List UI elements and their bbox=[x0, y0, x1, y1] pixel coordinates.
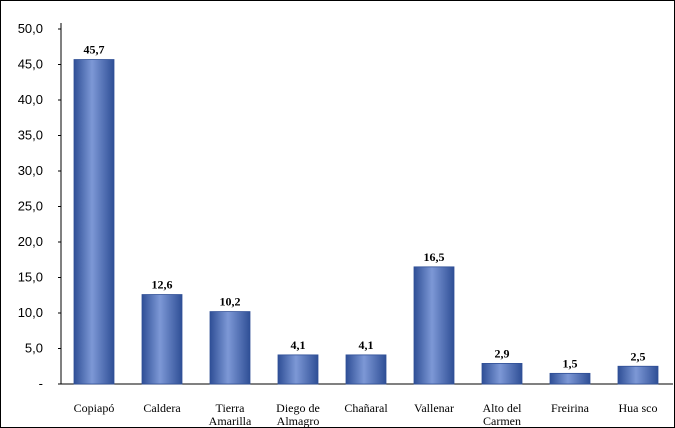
bar bbox=[73, 59, 115, 385]
y-tick-label: 40,0 bbox=[18, 92, 43, 107]
y-tick-label: 10,0 bbox=[18, 305, 43, 320]
y-tick-label: 15,0 bbox=[18, 270, 43, 285]
y-tick-label: 25,0 bbox=[18, 199, 43, 214]
y-tick-label: 20,0 bbox=[18, 234, 43, 249]
data-label: 1,5 bbox=[563, 356, 578, 370]
data-label: 10,2 bbox=[220, 295, 241, 309]
data-label: 16,5 bbox=[424, 250, 445, 264]
bar bbox=[481, 363, 523, 385]
bar bbox=[209, 311, 251, 385]
bar bbox=[277, 354, 319, 385]
y-tick-label: - bbox=[39, 376, 43, 391]
x-tick-label: Tierra Amarilla bbox=[209, 401, 252, 427]
y-tick-label: 50,0 bbox=[18, 21, 43, 36]
data-label: 12,6 bbox=[152, 278, 173, 292]
bar bbox=[413, 266, 455, 385]
data-label: 2,5 bbox=[631, 349, 646, 363]
y-tick-label: 5,0 bbox=[25, 341, 43, 356]
bar bbox=[141, 294, 183, 385]
data-label: 45,7 bbox=[84, 43, 105, 57]
y-tick-label: 35,0 bbox=[18, 128, 43, 143]
bar bbox=[617, 365, 659, 385]
x-tick-label: Vallenar bbox=[414, 401, 454, 415]
data-label: 4,1 bbox=[291, 338, 306, 352]
x-tick-label: Chañaral bbox=[344, 401, 388, 415]
x-tick-label: Freirina bbox=[551, 401, 590, 415]
y-tick-label: 45,0 bbox=[18, 57, 43, 72]
y-tick-label: 30,0 bbox=[18, 163, 43, 178]
bar bbox=[549, 372, 591, 385]
x-tick-label: Caldera bbox=[143, 401, 181, 415]
bar bbox=[345, 354, 387, 385]
data-label: 4,1 bbox=[359, 338, 374, 352]
x-tick-label: Diego de Almagro bbox=[276, 401, 320, 427]
x-tick-label: Copiapó bbox=[74, 401, 115, 415]
data-label: 2,9 bbox=[495, 346, 510, 360]
x-tick-label: Hua sco bbox=[619, 401, 658, 415]
x-tick-label: Alto del Carmen bbox=[483, 401, 523, 427]
